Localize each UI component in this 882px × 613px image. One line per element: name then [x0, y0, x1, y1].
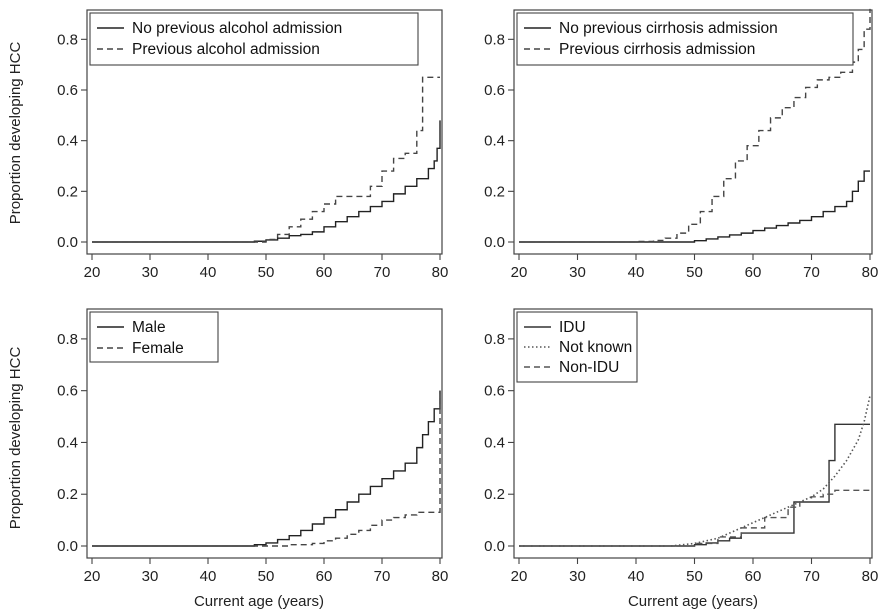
x-tick-label: 50: [686, 264, 703, 281]
x-tick-label: 20: [84, 264, 101, 281]
y-tick-label: 0.8: [484, 331, 505, 348]
y-tick-label: 0.2: [57, 183, 78, 200]
y-tick-label: 0.2: [57, 486, 78, 503]
y-tick-label: 0.6: [484, 383, 505, 400]
x-tick-label: 20: [511, 264, 528, 281]
legend: No previous cirrhosis admission Previous …: [517, 13, 853, 65]
series-line-0: [92, 120, 440, 242]
y-axis-label-bottom: Proportion developing HCC: [7, 347, 24, 530]
series-line-2: [519, 490, 870, 546]
legend: No previous alcohol admission Previous al…: [90, 13, 418, 65]
y-tick-label: 0.4: [484, 434, 505, 451]
y-axis-label-top: Proportion developing HCC: [7, 42, 24, 225]
x-tick-label: 70: [803, 264, 820, 281]
x-tick-label: 20: [511, 568, 528, 585]
x-tick-label: 60: [745, 264, 762, 281]
legend: IDU Not known Non-IDU: [517, 312, 637, 382]
y-tick-label: 0.8: [57, 331, 78, 348]
x-tick-label: 40: [628, 568, 645, 585]
x-tick-label: 30: [142, 264, 159, 281]
y-tick-label: 0.0: [57, 234, 78, 251]
x-tick-label: 30: [142, 568, 159, 585]
series-line-0: [519, 424, 870, 546]
x-tick-label: 40: [628, 264, 645, 281]
y-tick-label: 0.2: [484, 486, 505, 503]
panels: 20 30 40 50 60 70 80 0.0 0.2 0.4 0.6 0.8 No previous…: [57, 9, 878, 585]
x-tick-label: 30: [569, 568, 586, 585]
chart-panel-top-left: 20 30 40 50 60 70 80 0.0 0.2 0.4 0.6 0.8 No previous…: [57, 10, 448, 281]
y-tick-label: 0.4: [57, 434, 78, 451]
x-tick-label: 50: [258, 568, 275, 585]
x-tick-label: 60: [316, 568, 333, 585]
y-tick-label: 0.4: [484, 133, 505, 150]
x-tick-label: 70: [803, 568, 820, 585]
y-tick-label: 0.8: [57, 31, 78, 48]
x-tick-label: 60: [745, 568, 762, 585]
x-tick-label: 40: [200, 264, 217, 281]
x-tick-label: 70: [374, 568, 391, 585]
legend-label: No previous cirrhosis admission: [559, 20, 778, 37]
x-tick-label: 20: [84, 568, 101, 585]
x-axis-label-right: Current age (years): [628, 593, 758, 610]
x-tick-label: 80: [432, 568, 449, 585]
x-tick-label: 80: [862, 264, 879, 281]
legend-label: Previous cirrhosis admission: [559, 41, 755, 58]
x-tick-label: 70: [374, 264, 391, 281]
chart-panel-bottom-left: 20 30 40 50 60 70 80 0.0 0.2 0.4 0.6 0.8 Male Female: [57, 309, 448, 585]
legend-label: Male: [132, 319, 166, 336]
y-tick-label: 0.4: [57, 133, 78, 150]
legend-label: Not known: [559, 339, 632, 356]
y-tick-label: 0.0: [484, 234, 505, 251]
legend-label: Non-IDU: [559, 359, 619, 376]
x-tick-label: 80: [432, 264, 449, 281]
legend-label: Female: [132, 340, 184, 357]
legend-label: No previous alcohol admission: [132, 20, 342, 37]
x-tick-label: 60: [316, 264, 333, 281]
y-tick-label: 0.6: [484, 82, 505, 99]
legend-label: Previous alcohol admission: [132, 41, 320, 58]
chart-panel-top-right: 20 30 40 50 60 70 80 0.0 0.2 0.4 0.6 0.8 No previous…: [484, 9, 878, 281]
chart-panel-bottom-right: 20 30 40 50 60 70 80 0.0 0.2 0.4 0.6 0.8 IDU Not know…: [484, 309, 878, 585]
y-tick-label: 0.0: [484, 538, 505, 555]
series-line-0: [92, 391, 440, 546]
series-line-0: [519, 171, 870, 242]
y-tick-label: 0.0: [57, 538, 78, 555]
y-tick-label: 0.6: [57, 383, 78, 400]
series-line-1: [92, 77, 440, 242]
x-tick-label: 50: [686, 568, 703, 585]
series-line-1: [519, 396, 870, 546]
y-tick-label: 0.8: [484, 31, 505, 48]
series-line-1: [92, 391, 440, 546]
x-tick-label: 80: [862, 568, 879, 585]
x-tick-label: 40: [200, 568, 217, 585]
x-tick-label: 50: [258, 264, 275, 281]
x-axis-label-left: Current age (years): [194, 593, 324, 610]
legend: Male Female: [90, 312, 218, 362]
x-tick-label: 30: [569, 264, 586, 281]
legend-label: IDU: [559, 319, 586, 336]
y-tick-label: 0.6: [57, 82, 78, 99]
y-tick-label: 0.2: [484, 183, 505, 200]
